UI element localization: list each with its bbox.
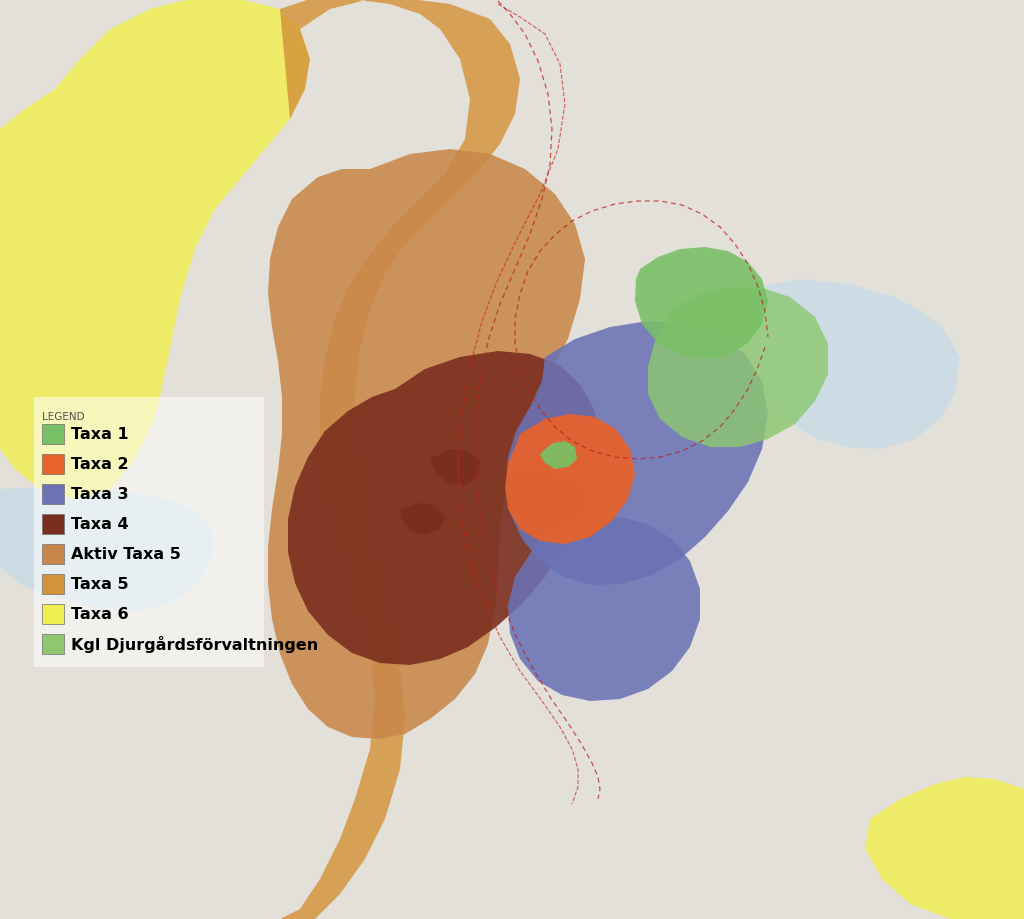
Polygon shape	[288, 352, 600, 665]
Polygon shape	[648, 288, 828, 448]
Polygon shape	[750, 279, 961, 449]
Text: Taxa 1: Taxa 1	[71, 427, 129, 442]
Bar	[42, 605, 65, 624]
Polygon shape	[506, 322, 768, 585]
Polygon shape	[508, 517, 700, 701]
Polygon shape	[635, 248, 768, 359]
Polygon shape	[268, 150, 585, 739]
Text: Taxa 5: Taxa 5	[71, 577, 129, 592]
Bar	[34, 398, 264, 667]
Polygon shape	[540, 441, 577, 470]
Polygon shape	[505, 414, 635, 544]
Text: Taxa 3: Taxa 3	[71, 487, 129, 502]
Bar	[42, 544, 65, 564]
Bar	[42, 574, 65, 595]
Text: Aktiv Taxa 5: Aktiv Taxa 5	[71, 547, 181, 562]
Text: LEGEND: LEGEND	[42, 412, 85, 422]
Polygon shape	[0, 0, 310, 499]
Polygon shape	[430, 449, 480, 485]
Bar	[42, 455, 65, 474]
Polygon shape	[865, 777, 1024, 919]
Polygon shape	[460, 471, 600, 554]
Polygon shape	[400, 504, 445, 536]
Polygon shape	[280, 0, 520, 919]
Bar	[42, 484, 65, 505]
Bar	[42, 634, 65, 654]
Text: Taxa 6: Taxa 6	[71, 607, 129, 622]
Polygon shape	[0, 487, 215, 611]
Text: Kgl Djurgårdsförvaltningen: Kgl Djurgårdsförvaltningen	[71, 636, 318, 652]
Text: Taxa 2: Taxa 2	[71, 457, 129, 472]
Bar	[42, 515, 65, 535]
Bar	[42, 425, 65, 445]
Text: Taxa 4: Taxa 4	[71, 516, 129, 532]
